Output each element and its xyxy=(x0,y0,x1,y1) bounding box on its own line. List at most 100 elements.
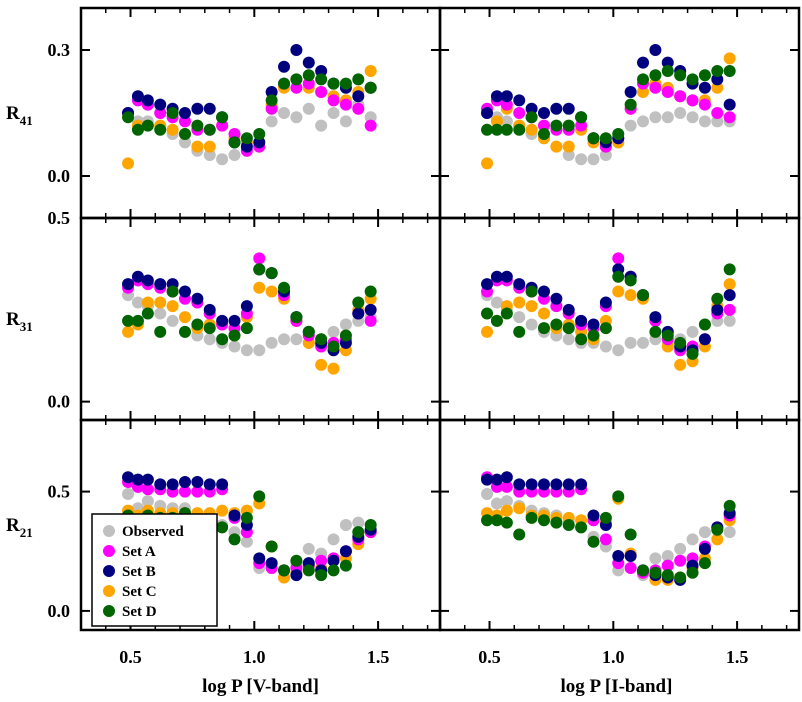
data-point xyxy=(278,333,291,346)
data-point xyxy=(562,322,575,335)
data-point xyxy=(562,140,575,153)
data-point xyxy=(624,336,637,349)
data-point xyxy=(216,153,229,166)
data-point xyxy=(216,111,229,124)
data-point xyxy=(240,322,253,335)
data-point xyxy=(278,564,291,577)
data-point xyxy=(537,128,550,140)
data-point xyxy=(513,502,526,515)
data-point xyxy=(228,329,241,342)
data-point xyxy=(253,281,266,294)
data-point xyxy=(661,65,674,77)
data-point xyxy=(698,526,711,539)
series-set-d xyxy=(481,65,736,145)
data-point xyxy=(315,86,328,98)
data-point xyxy=(481,325,494,338)
data-point xyxy=(203,102,216,115)
data-point xyxy=(265,115,278,128)
data-point xyxy=(698,115,711,128)
panel-r1-c0 xyxy=(79,216,442,422)
data-point xyxy=(290,81,303,94)
legend-entry-set-b: Set B xyxy=(103,564,156,580)
data-point xyxy=(550,516,563,529)
data-point xyxy=(327,94,340,107)
legend-label: Set A xyxy=(122,544,156,560)
y-axis-title-sub: 21 xyxy=(20,525,33,540)
data-point xyxy=(575,478,588,491)
panel-r0-c0 xyxy=(79,6,442,220)
data-point xyxy=(278,60,291,73)
legend-entry-observed: Observed xyxy=(103,524,184,540)
data-point xyxy=(203,322,216,335)
data-point xyxy=(500,98,513,111)
y-axis-title-main: R xyxy=(6,309,20,330)
data-point xyxy=(203,123,216,136)
data-point xyxy=(711,73,724,86)
data-point xyxy=(302,69,315,82)
data-point xyxy=(723,111,736,124)
data-point xyxy=(612,270,625,283)
data-point xyxy=(131,314,144,327)
data-point xyxy=(315,554,328,567)
data-point xyxy=(550,478,563,491)
data-point xyxy=(481,514,494,527)
data-point xyxy=(575,521,588,534)
data-point xyxy=(240,140,253,153)
x-tick-label: 1.0 xyxy=(602,647,625,667)
data-point xyxy=(525,511,538,524)
data-point xyxy=(364,81,377,94)
data-point xyxy=(166,314,179,327)
data-point xyxy=(203,333,216,346)
data-point xyxy=(599,533,612,546)
data-point xyxy=(228,533,241,546)
data-point xyxy=(513,478,526,491)
data-point xyxy=(674,90,687,103)
data-point xyxy=(364,314,377,327)
data-point xyxy=(537,478,550,491)
data-point xyxy=(339,98,352,111)
data-point xyxy=(191,292,204,305)
data-point xyxy=(513,296,526,309)
legend-label: Set D xyxy=(122,604,157,620)
data-point xyxy=(490,115,503,128)
data-point xyxy=(364,285,377,298)
data-point xyxy=(131,270,144,283)
y-axis-title-main: R xyxy=(6,103,20,124)
data-point xyxy=(649,111,662,124)
data-point xyxy=(711,292,724,305)
data-point xyxy=(178,115,191,128)
data-point xyxy=(191,485,204,498)
data-point xyxy=(637,115,650,128)
data-point xyxy=(550,140,563,153)
data-point xyxy=(649,325,662,338)
data-point xyxy=(723,499,736,512)
data-point xyxy=(253,252,266,265)
data-point xyxy=(513,107,526,119)
data-point xyxy=(191,102,204,115)
data-point xyxy=(562,333,575,346)
data-point xyxy=(352,307,365,320)
legend-label: Set B xyxy=(122,564,156,580)
data-point xyxy=(141,483,154,496)
data-point xyxy=(490,123,503,136)
data-point xyxy=(500,270,513,283)
data-point xyxy=(599,322,612,335)
data-point xyxy=(352,296,365,309)
data-point xyxy=(674,107,687,119)
data-point xyxy=(723,303,736,316)
data-point xyxy=(674,554,687,567)
legend-entry-set-d: Set D xyxy=(103,604,157,620)
data-point xyxy=(352,102,365,115)
data-point xyxy=(290,73,303,86)
data-point xyxy=(550,318,563,331)
data-point xyxy=(278,281,291,294)
y-tick-label: 0.0 xyxy=(48,166,71,186)
y-axis-title: R41 xyxy=(6,103,33,128)
data-point xyxy=(253,128,266,140)
data-point xyxy=(154,123,167,136)
data-point xyxy=(490,473,503,486)
data-point xyxy=(562,519,575,531)
data-point xyxy=(253,490,266,503)
series-set-d xyxy=(481,490,736,584)
data-point xyxy=(500,115,513,128)
